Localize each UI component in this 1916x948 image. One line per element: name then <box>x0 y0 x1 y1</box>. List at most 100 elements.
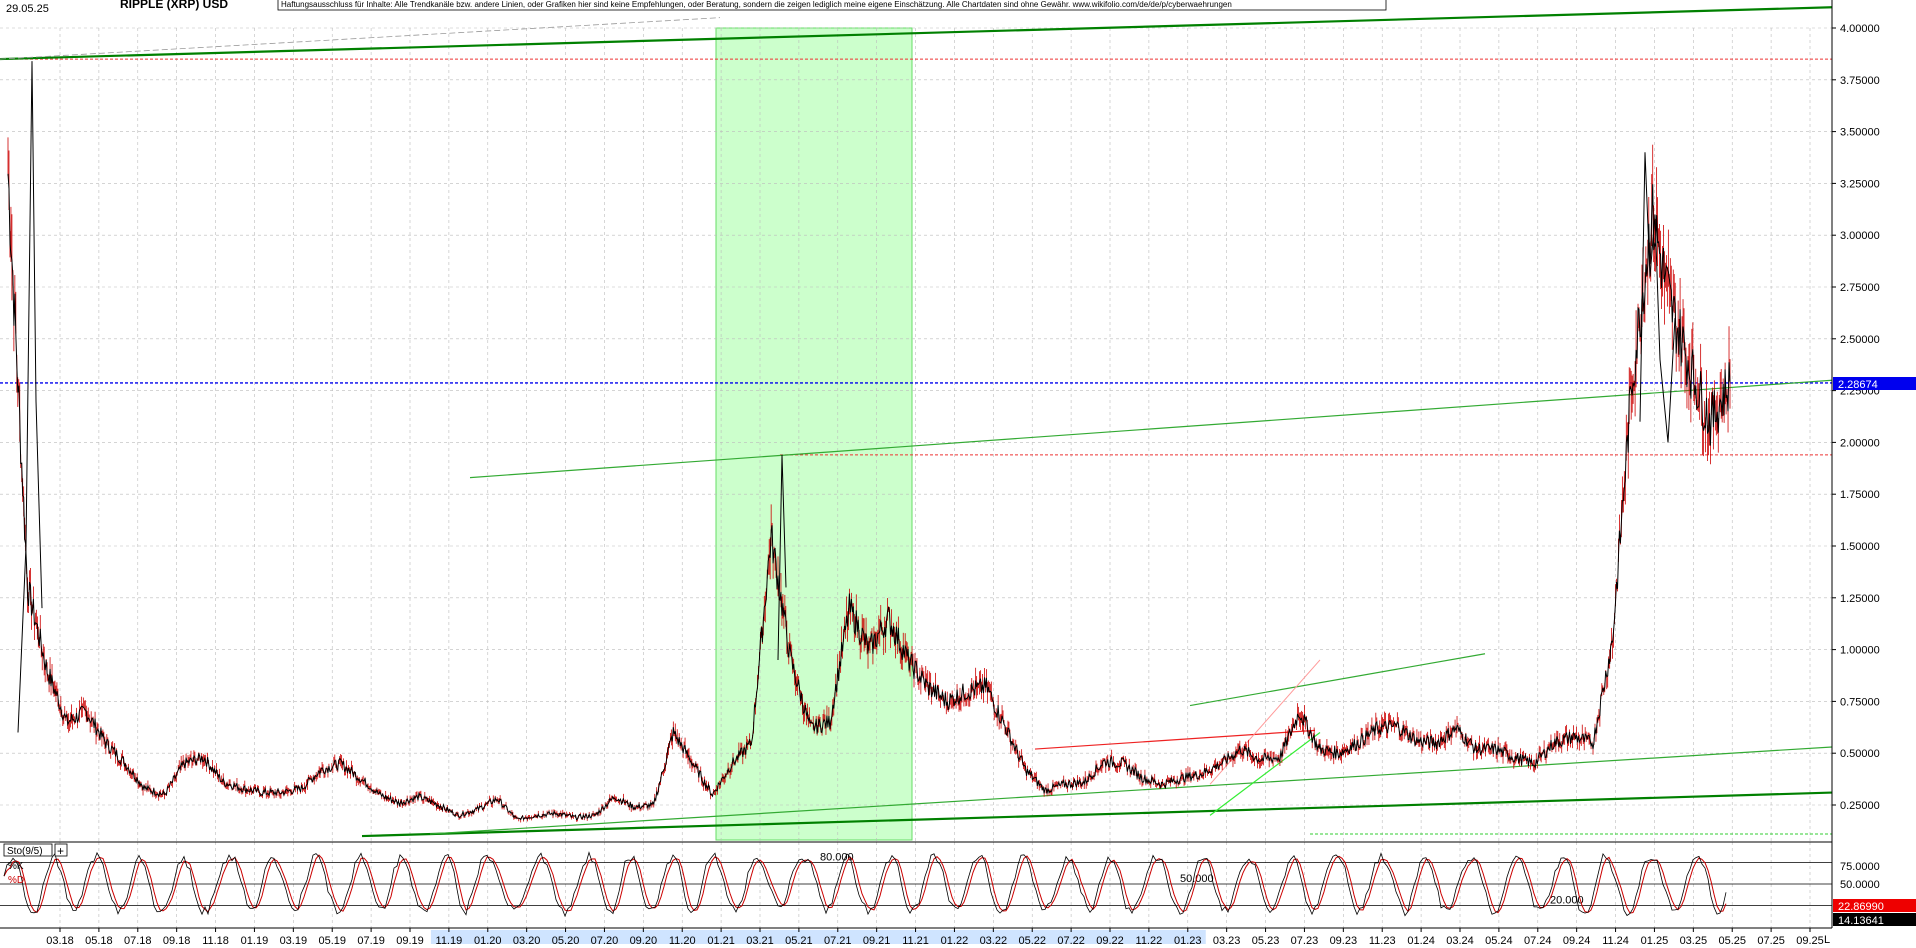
y-tick-label: 2.50000 <box>1840 334 1880 346</box>
y-tick-label: 2.00000 <box>1840 437 1880 449</box>
stoch-series <box>3 851 1727 918</box>
x-tick-label: 07.18 <box>124 935 152 947</box>
trend-line <box>1034 729 1316 750</box>
x-tick-label: 03.25 <box>1680 935 1708 947</box>
x-tick-label: 03.24 <box>1446 935 1474 947</box>
x-tick-label: 07.22 <box>1057 935 1085 947</box>
x-tick-label: 09.18 <box>163 935 191 947</box>
x-tick-label: 05.22 <box>1018 935 1046 947</box>
price-spike-2018 <box>17 61 43 733</box>
x-tick-label: 05.20 <box>552 935 580 947</box>
stoch-label: Sto(9/5) <box>7 846 43 857</box>
x-tick-label: 03.18 <box>46 935 74 947</box>
disclaimer-box <box>277 0 1387 11</box>
x-tick-label: 03.21 <box>746 935 774 947</box>
x-tick-label: 01.21 <box>707 935 735 947</box>
x-tick-label: 05.21 <box>785 935 813 947</box>
stoch-add-button[interactable] <box>54 843 68 857</box>
stoch-y-tick-label: 75.0000 <box>1840 861 1880 873</box>
x-tick-label: 11.21 <box>902 935 929 947</box>
x-tick-label: 07.20 <box>591 935 619 947</box>
y-tick-label: 1.25000 <box>1840 593 1880 605</box>
x-tick-label: 11.19 <box>436 935 463 947</box>
x-tick-label: 07.24 <box>1524 935 1552 947</box>
x-tick-label: 11.24 <box>1602 935 1629 947</box>
y-tick-label: 2.75000 <box>1840 282 1880 294</box>
x-tick-label: 09.24 <box>1563 935 1591 947</box>
price-line-path <box>7 173 1731 821</box>
x-tick-label: 09.20 <box>630 935 658 947</box>
x-tick-label: 09.23 <box>1330 935 1358 947</box>
y-tick-label: 3.00000 <box>1840 230 1880 242</box>
trend-line <box>1189 653 1486 707</box>
x-tick-label: 01.25 <box>1641 935 1669 947</box>
x-axis-end-label: L <box>1824 934 1830 946</box>
x-tick-label: 05.25 <box>1718 935 1746 947</box>
y-tick-label: 1.50000 <box>1840 541 1880 553</box>
stoch-d-line <box>3 854 1727 914</box>
chart-title: RIPPLE (XRP) USD <box>120 0 228 11</box>
stoch-y-ticks: 75.0000 50.0000 <box>1840 861 1880 891</box>
stoch-k-badge <box>1833 899 1916 912</box>
x-tick-label: 03.22 <box>980 935 1008 947</box>
disclaimer-text: Haftungsausschluss für Inhalte: Alle Tre… <box>281 0 1232 9</box>
trend-line-dashed <box>0 17 721 60</box>
horizontal-levels <box>0 58 1832 835</box>
trend-line <box>1209 659 1321 785</box>
stoch-label-box <box>3 843 53 857</box>
x-tick-label: 09.21 <box>863 935 891 947</box>
price-spike-2021 <box>777 454 787 660</box>
x-tick-label: 11.22 <box>1136 935 1163 947</box>
date-label: 29.05.25 <box>6 3 49 15</box>
y-tick-label: 1.00000 <box>1840 645 1880 657</box>
y-tick-label: 4.00000 <box>1840 23 1880 35</box>
trend-line <box>429 746 1833 835</box>
plus-icon: + <box>57 844 64 858</box>
trend-line <box>469 379 1833 479</box>
x-tick-label: 07.21 <box>824 935 852 947</box>
y-tick-label: 3.25000 <box>1840 178 1880 190</box>
trend-line <box>1209 732 1321 816</box>
x-tick-label: 09.22 <box>1096 935 1124 947</box>
x-tick-label: 11.20 <box>669 935 696 947</box>
x-tick-label: 05.18 <box>85 935 113 947</box>
x-tick-label: 11.23 <box>1369 935 1396 947</box>
main-grid <box>0 27 1832 928</box>
stoch-d-label: %D <box>8 875 24 886</box>
x-axis-highlight-band <box>430 930 1206 944</box>
stoch-d-value: 14.13641 <box>1838 915 1884 927</box>
stoch-level-label: 80.000 <box>820 851 854 863</box>
x-tick-label: 03.19 <box>280 935 308 947</box>
stoch-k-value: 22.86990 <box>1838 901 1884 913</box>
highlight-zone <box>715 27 913 841</box>
x-tick-label: 05.24 <box>1485 935 1513 947</box>
trend-line <box>0 6 1833 61</box>
y-tick-label: 3.75000 <box>1840 75 1880 87</box>
y-tick-label: 0.25000 <box>1840 800 1880 812</box>
x-tick-label: 07.25 <box>1757 935 1785 947</box>
x-tick-label: 07.19 <box>357 935 385 947</box>
stoch-level-label: 20.000 <box>1550 895 1584 907</box>
stoch-y-tick-label: 50.0000 <box>1840 879 1880 891</box>
y-tick-label: 0.50000 <box>1840 748 1880 760</box>
x-tick-label: 01.19 <box>241 935 269 947</box>
x-tick-label: 07.23 <box>1291 935 1319 947</box>
stoch-k-line <box>3 851 1727 918</box>
price-spike-2025 <box>1639 152 1676 443</box>
y-tick-label: 1.75000 <box>1840 489 1880 501</box>
y-tick-label: 3.50000 <box>1840 127 1880 139</box>
x-tick-label: 01.20 <box>474 935 502 947</box>
y-tick-label: 0.75000 <box>1840 696 1880 708</box>
y-axis-ticks: 0.25000 0.50000 0.75000 1.00000 1.25000 1.500… <box>1832 23 1880 812</box>
x-tick-label: 03.20 <box>513 935 541 947</box>
x-axis-ticks: 03.18 05.18 07.18 09.18 11.18 01.19 03.19 05.19… <box>46 928 1824 947</box>
x-tick-label: 09.19 <box>396 935 424 947</box>
stoch-d-badge <box>1833 913 1916 926</box>
main-plot-area <box>0 0 1832 842</box>
x-tick-label: 11.18 <box>202 935 229 947</box>
price-series <box>7 61 1731 821</box>
x-tick-label: 05.19 <box>318 935 346 947</box>
x-tick-label: 05.23 <box>1252 935 1280 947</box>
